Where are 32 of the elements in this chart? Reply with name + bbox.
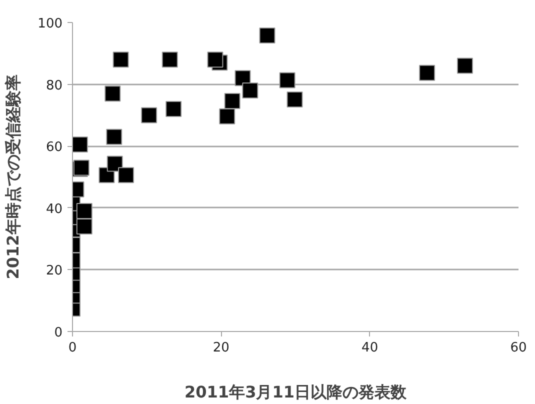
point [106,128,122,145]
point [224,92,240,109]
point [106,156,123,172]
point [279,72,296,88]
point [162,52,178,68]
point [456,58,473,74]
y-tick-label: 20 [46,264,63,279]
x-tick-label: 60 [510,340,527,356]
point [166,101,182,118]
point [141,107,158,124]
point [219,108,236,124]
point [207,52,224,68]
x-tick-label: 40 [362,340,378,356]
point [72,136,88,153]
point [104,86,121,102]
x-tick-label: 0 [68,340,77,356]
y-tick-label: 0 [54,326,63,340]
point [112,52,129,68]
point [118,167,134,184]
y-tick-label: 100 [38,16,63,32]
point [76,218,92,234]
y-tick-label: 40 [46,202,63,217]
x-axis-title: 2011年3月11日以降の発表数 [184,382,408,402]
point [76,202,92,219]
y-tick-label: 60 [46,140,63,156]
point [286,91,303,108]
y-axis-title: 2012年時点での受信経験率 [4,74,23,280]
point [419,64,436,81]
point [242,82,258,98]
point [259,27,276,44]
x-tick-label: 20 [212,340,230,356]
y-tick-label: 80 [46,78,63,94]
